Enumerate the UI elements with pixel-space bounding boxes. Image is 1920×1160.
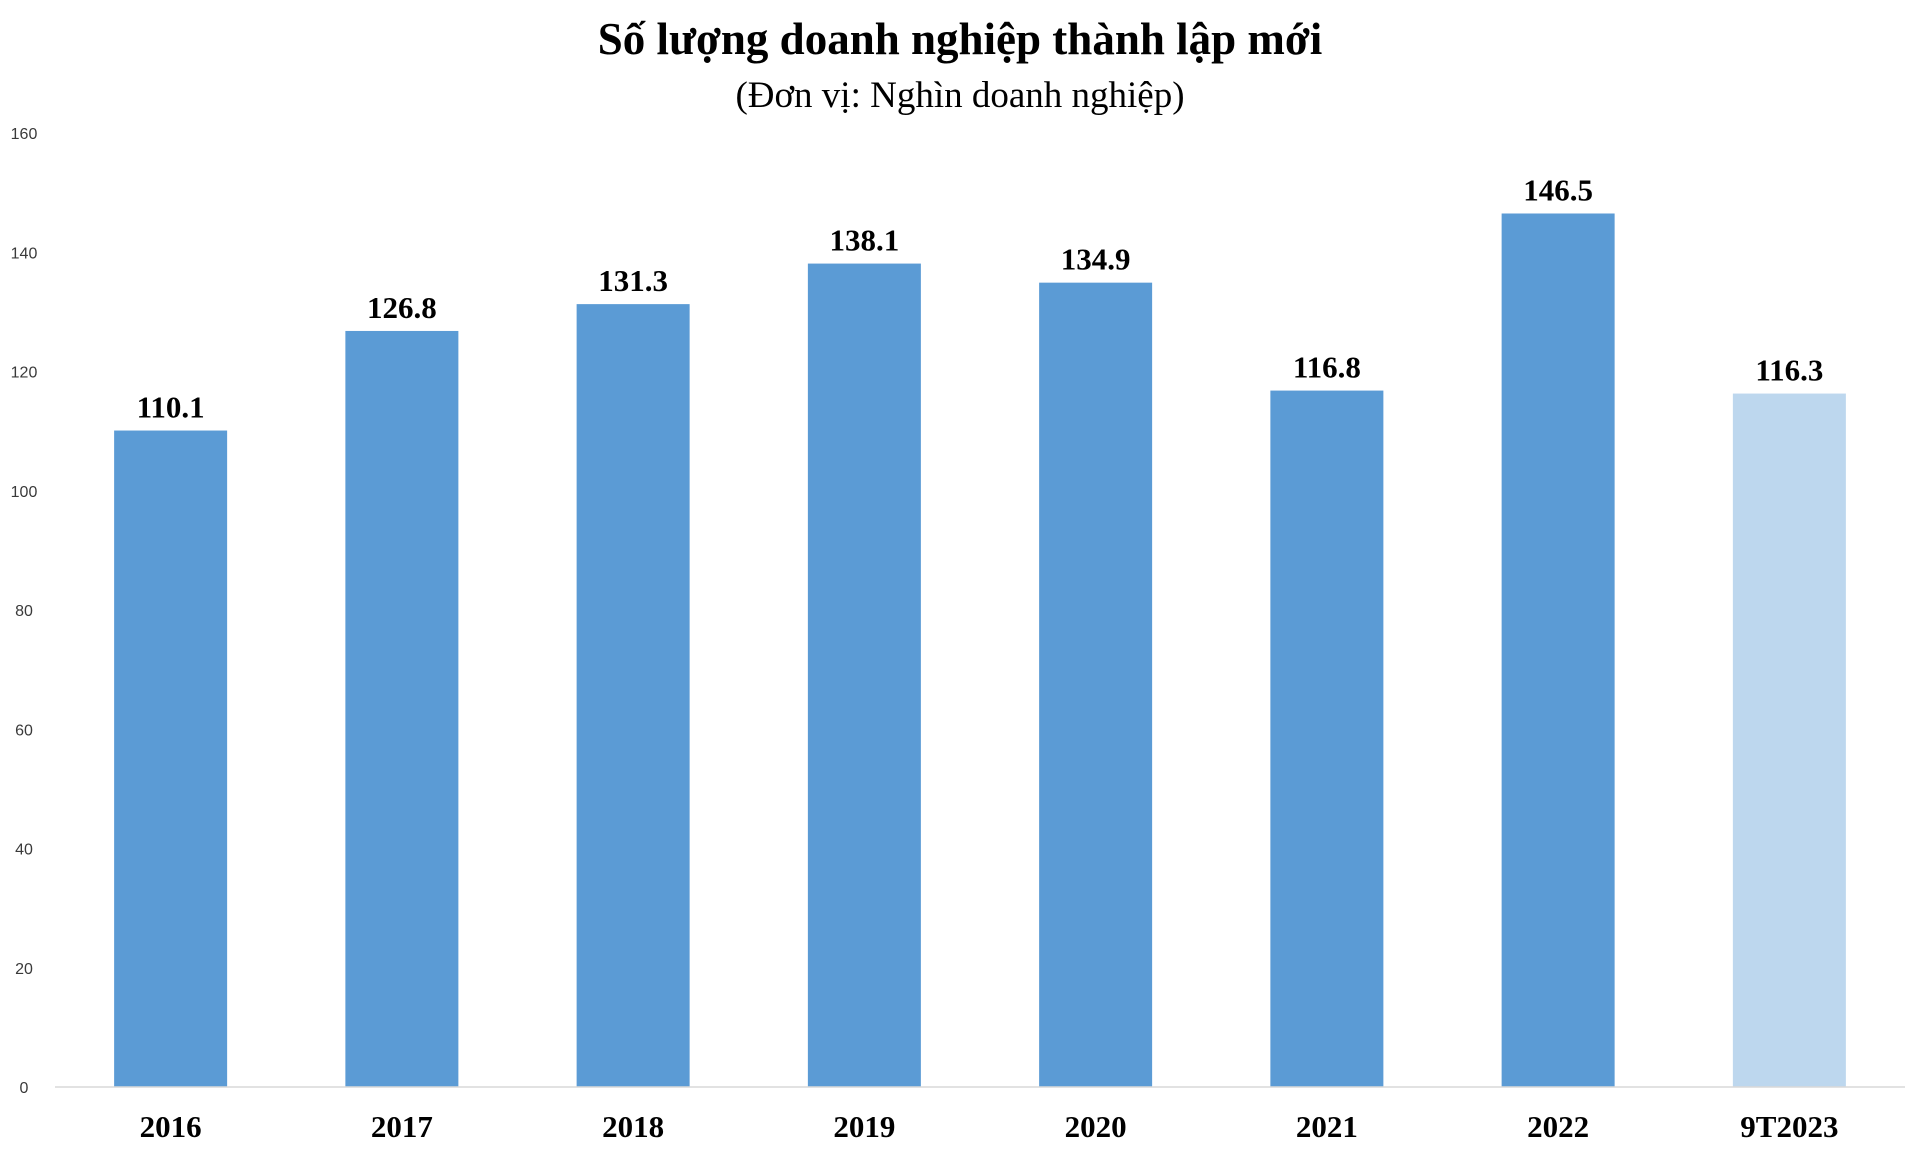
bar-2022 (1501, 213, 1615, 1087)
y-tick-label: 100 (11, 484, 38, 501)
y-tick-label: 40 (15, 842, 33, 859)
y-tick-label: 20 (15, 961, 33, 978)
chart-subtitle: (Đơn vị: Nghìn doanh nghiệp) (735, 75, 1184, 116)
y-axis: 0 20 40 60 80 100 120 140 160 (11, 126, 38, 1097)
x-tick-label-2021: 2021 (1296, 1109, 1358, 1144)
x-tick-label-2020: 2020 (1065, 1109, 1127, 1144)
x-tick-label-2018: 2018 (602, 1109, 664, 1144)
y-tick-label: 0 (20, 1080, 29, 1097)
data-label-2018: 131.3 (598, 263, 668, 298)
bar-2017 (345, 330, 459, 1088)
bar-2021 (1270, 390, 1384, 1088)
x-tick-label-2022: 2022 (1527, 1109, 1589, 1144)
bar-2019 (807, 263, 921, 1087)
data-labels: 110.1 126.8 131.3 138.1 134.9 116.8 146.5 116.3 (137, 172, 1824, 424)
bar-2018 (576, 304, 690, 1087)
x-tick-label-2017: 2017 (371, 1109, 433, 1144)
x-axis: 2016 2017 2018 2019 2020 2021 2022 9T2023 (55, 1086, 1905, 1144)
x-tick-label-2016: 2016 (140, 1109, 202, 1144)
y-tick-label: 60 (15, 722, 33, 739)
data-label-2019: 138.1 (830, 223, 900, 258)
data-label-9T2023: 116.3 (1755, 353, 1823, 388)
x-tick-label-2019: 2019 (833, 1109, 895, 1144)
y-tick-label: 80 (15, 603, 33, 620)
y-tick-label: 160 (11, 126, 38, 143)
bar-series (114, 213, 1846, 1088)
y-tick-label: 140 (11, 245, 38, 262)
x-tick-label-9T2023: 9T2023 (1740, 1109, 1838, 1144)
bar-2016 (114, 430, 228, 1087)
y-tick-label: 120 (11, 365, 38, 382)
data-label-2017: 126.8 (367, 290, 437, 325)
data-label-2020: 134.9 (1061, 242, 1131, 277)
data-label-2016: 110.1 (137, 390, 205, 425)
chart-title: Số lượng doanh nghiệp thành lập mới (598, 14, 1323, 64)
data-label-2021: 116.8 (1293, 350, 1361, 385)
bar-9T2023 (1732, 393, 1846, 1087)
data-label-2022: 146.5 (1523, 172, 1593, 207)
bar-2020 (1039, 282, 1153, 1087)
